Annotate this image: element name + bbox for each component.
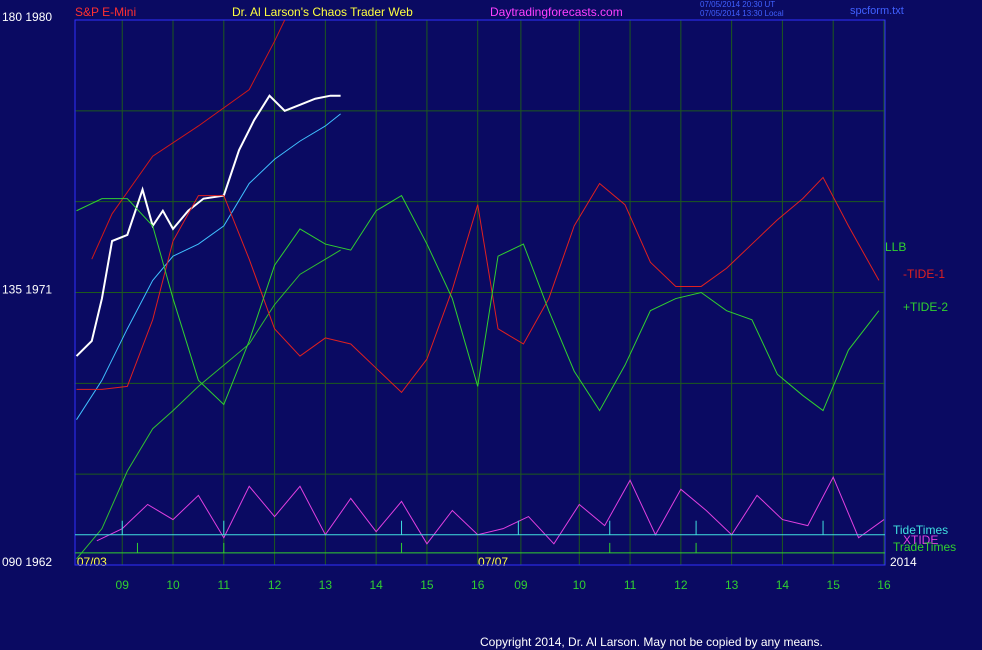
plot-border (74, 19, 886, 566)
legend-label: TradeTimes (893, 540, 956, 554)
timestamp-local: 07/05/2014 13:30 Local (700, 9, 784, 18)
series-line (76, 176, 880, 394)
x-tick-label: 15 (420, 578, 434, 592)
x-tick-label: 13 (319, 578, 333, 592)
x-tick-label: 16 (877, 578, 891, 592)
instrument: S&P E-Mini (75, 5, 136, 19)
band-line (76, 113, 341, 420)
legend-label: -TIDE-1 (903, 267, 945, 281)
series-line (76, 194, 880, 412)
x-tick-label: 09 (514, 578, 528, 592)
band-line (91, 19, 286, 260)
site: Daytradingforecasts.com (490, 5, 623, 19)
legend-label: XTIDE (903, 533, 938, 547)
y-tick-label: 180 1980 (2, 10, 52, 24)
annotation: LLB (885, 240, 906, 254)
x-tick-label: 13 (725, 578, 739, 592)
x-tick-label: 14 (776, 578, 790, 592)
x-tick-label: 10 (166, 578, 180, 592)
band-line (76, 249, 341, 560)
year: 2014 (890, 555, 917, 569)
date-label: 07/03 (77, 555, 107, 569)
legend-label: +TIDE-2 (903, 300, 948, 314)
x-tick-label: 12 (268, 578, 282, 592)
x-tick-label: 15 (827, 578, 841, 592)
y-tick-label: 135 1971 (2, 283, 52, 297)
file-name: spcform.txt (850, 5, 904, 17)
x-tick-label: 12 (674, 578, 688, 592)
x-tick-label: 14 (369, 578, 383, 592)
x-tick-label: 11 (218, 578, 231, 592)
chart-title: Dr. Al Larson's Chaos Trader Web (232, 5, 413, 19)
date-label: 07/07 (478, 555, 508, 569)
x-tick-label: 16 (471, 578, 485, 592)
x-tick-label: 09 (116, 578, 130, 592)
x-tick-label: 11 (624, 578, 637, 592)
series-line (96, 476, 885, 545)
copyright: Copyright 2014, Dr. Al Larson. May not b… (480, 635, 823, 649)
legend-label: TideTimes (893, 523, 948, 537)
y-tick-label: 090 1962 (2, 555, 52, 569)
timestamp-ut: 07/05/2014 20:30 UT (700, 0, 775, 9)
price-line (75, 94, 341, 357)
x-tick-label: 10 (573, 578, 587, 592)
